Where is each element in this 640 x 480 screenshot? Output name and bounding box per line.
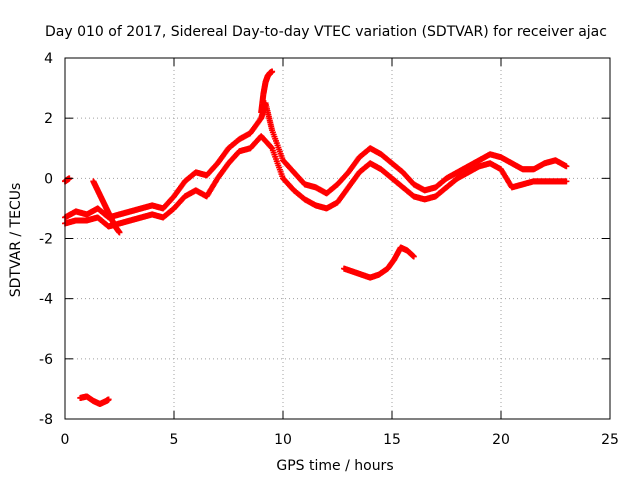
data-point <box>563 178 570 185</box>
y-tick-label: -4 <box>39 292 53 308</box>
series-mid-arc <box>341 244 417 281</box>
x-tick-label: 15 <box>383 432 401 448</box>
data-point <box>410 253 417 260</box>
axis-ticks: 0 5 10 15 20 25 -8 -6 -4 -2 0 2 4 <box>39 51 619 448</box>
data-point <box>116 229 123 236</box>
series-main-trace-lower <box>62 133 570 230</box>
y-tick-label: 2 <box>44 111 53 127</box>
y-tick-label: 4 <box>44 51 53 67</box>
x-tick-label: 0 <box>61 432 70 448</box>
y-tick-label: -6 <box>39 352 53 368</box>
series-isolated-start <box>62 175 73 185</box>
y-axis-label: SDTVAR / TECUs <box>8 183 24 298</box>
x-axis-label: GPS time / hours <box>276 458 393 474</box>
data-point <box>105 396 112 403</box>
y-tick-label: -2 <box>39 232 53 248</box>
x-tick-label: 5 <box>170 432 179 448</box>
chart-title: Day 010 of 2017, Sidereal Day-to-day VTE… <box>45 24 607 40</box>
x-tick-label: 10 <box>274 432 292 448</box>
series-main-trace-upper <box>62 100 570 221</box>
data-series <box>62 68 570 407</box>
series-peak-spike <box>258 68 276 116</box>
series-bottom-segment <box>77 393 112 407</box>
grid-lines <box>65 58 610 419</box>
data-point <box>563 163 570 170</box>
x-tick-label: 25 <box>601 432 619 448</box>
x-tick-label: 20 <box>492 432 510 448</box>
y-tick-label: -8 <box>39 412 53 428</box>
series-early-spike <box>90 178 123 236</box>
data-point <box>269 68 276 75</box>
y-tick-label: 0 <box>44 171 53 187</box>
